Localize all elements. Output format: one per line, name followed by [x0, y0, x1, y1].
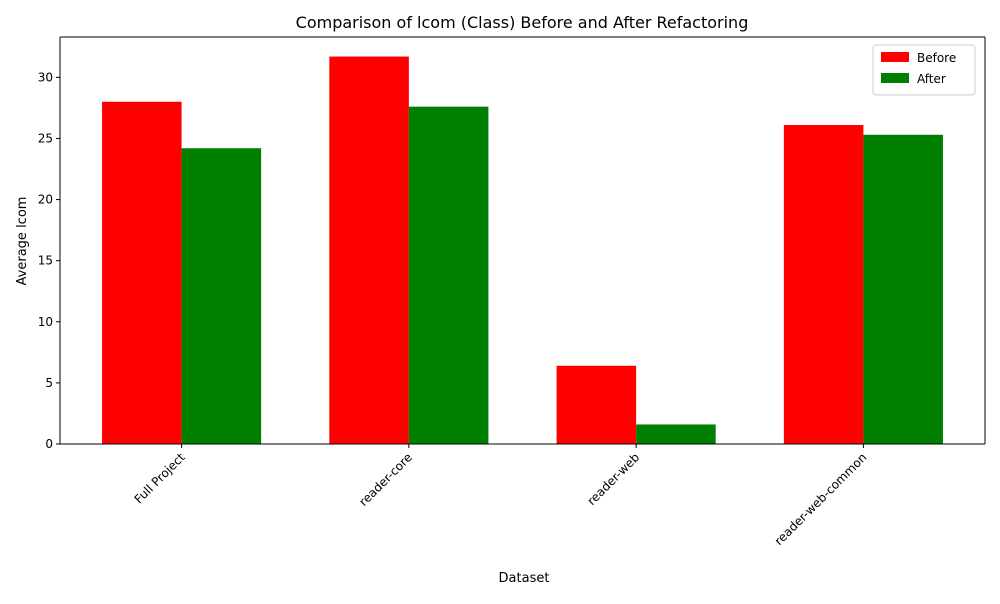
bar-before-reader-web	[556, 365, 637, 444]
bar-after-reader-web-common	[863, 134, 943, 444]
chart-title: Comparison of lcom (Class) Before and Af…	[296, 13, 749, 32]
y-tick-label: 30	[38, 70, 53, 84]
axes-group	[59, 36, 986, 445]
y-tick-label: 10	[38, 315, 53, 329]
bar-before-reader-web-common	[783, 125, 864, 444]
y-tick-label: 0	[45, 437, 53, 451]
bar-after-reader-core	[408, 106, 489, 445]
y-axis-label: Average lcom	[15, 197, 30, 286]
legend-label-before: Before	[917, 51, 956, 65]
y-tick-label: 15	[38, 254, 53, 268]
x-tick-label: reader-web	[584, 450, 642, 508]
bar-before-full-project	[102, 101, 182, 445]
y-tick-label: 25	[38, 131, 53, 145]
bar-after-full-project	[181, 148, 262, 444]
legend-swatch-before	[881, 52, 909, 62]
bar-before-reader-core	[329, 56, 409, 445]
y-tick-label: 5	[45, 376, 53, 390]
bars-group	[102, 56, 943, 445]
legend-label-after: After	[917, 72, 946, 86]
x-axis-label: Dataset	[499, 571, 550, 586]
x-tick-label: reader-core	[356, 450, 415, 509]
bar-after-reader-web	[636, 424, 716, 444]
x-tick-label: reader-web-common	[772, 450, 870, 548]
legend-swatch-after	[881, 73, 909, 83]
legend: Before After	[872, 44, 976, 96]
y-tick-label: 20	[38, 193, 53, 207]
x-tick-label: Full Project	[132, 450, 188, 506]
